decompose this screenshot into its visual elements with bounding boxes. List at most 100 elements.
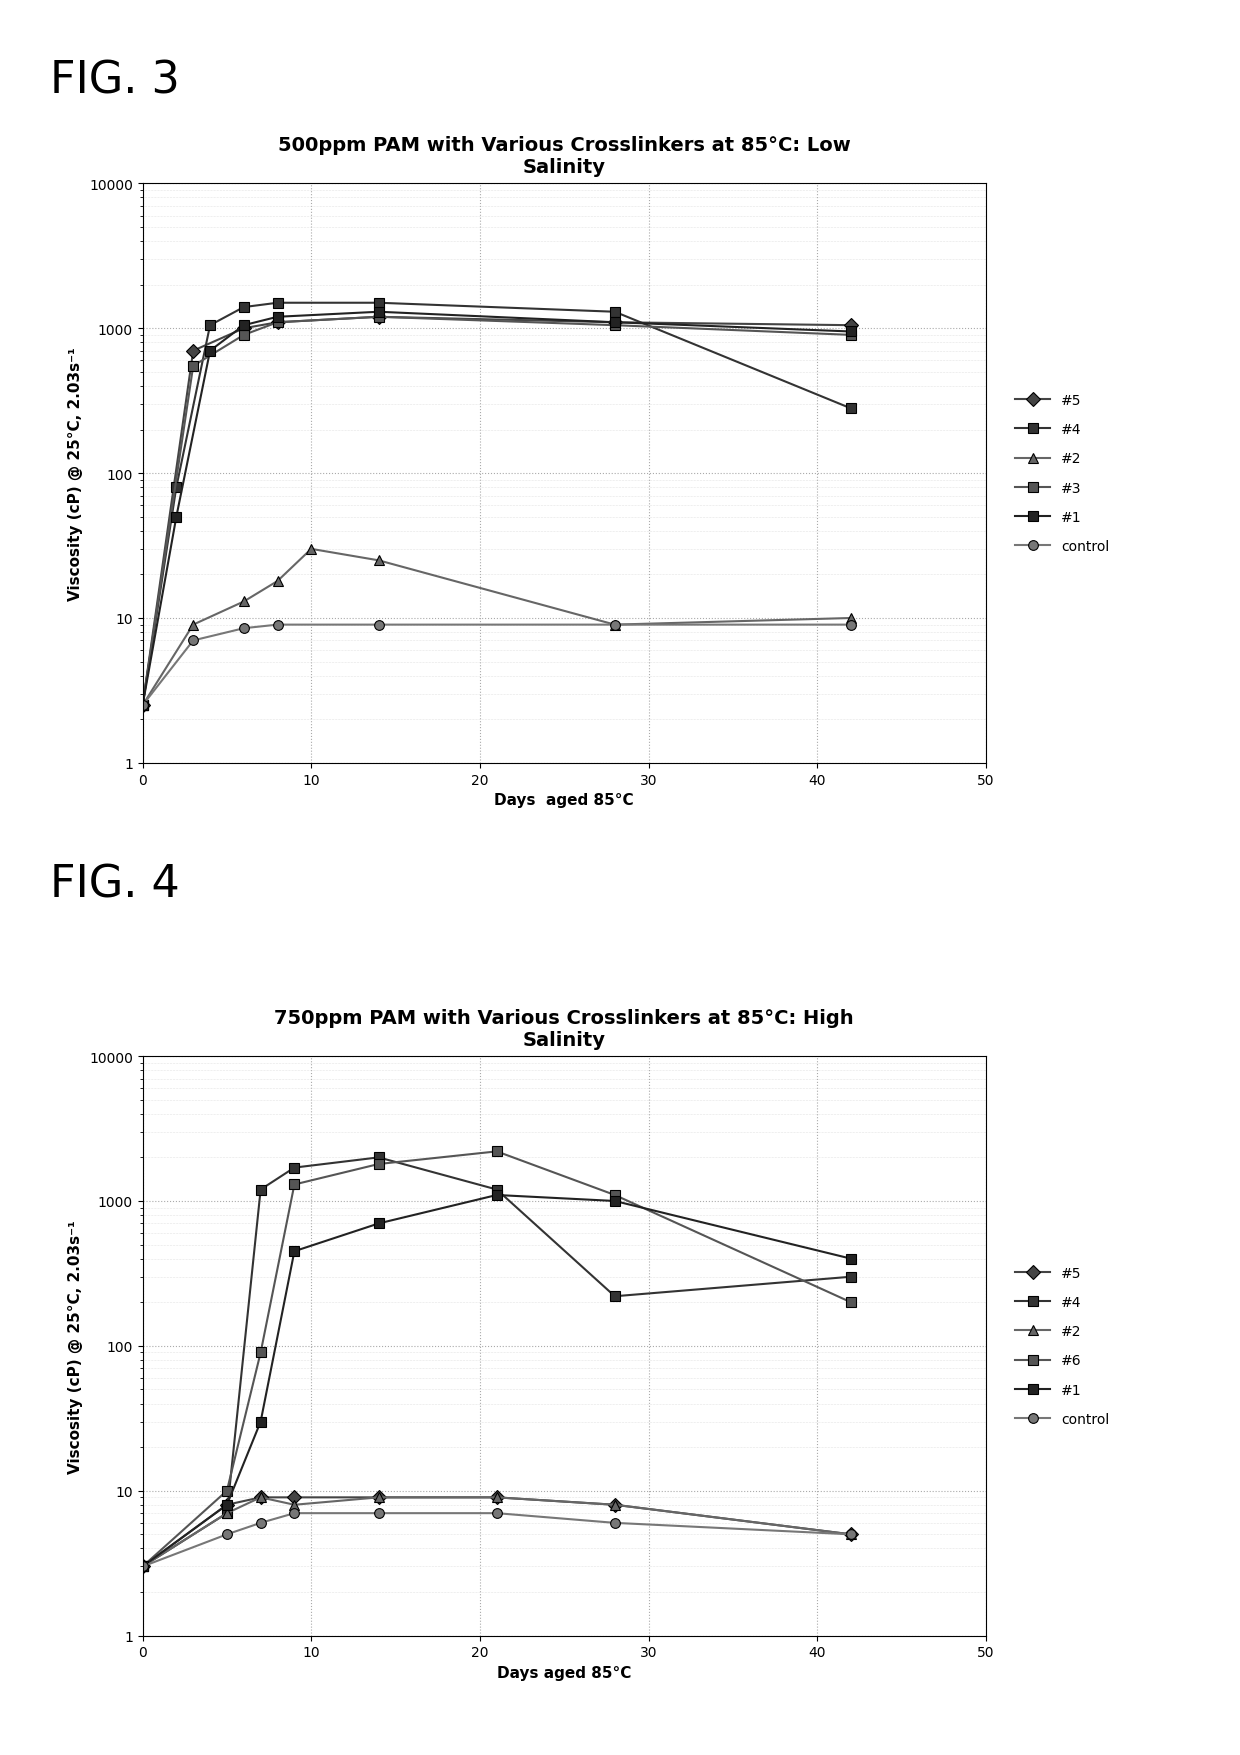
control	[270, 614, 285, 635]
#5	[608, 312, 622, 333]
#5	[843, 316, 858, 337]
#1	[270, 307, 285, 328]
#6	[135, 1557, 150, 1578]
#4	[270, 293, 285, 314]
#6	[490, 1141, 505, 1162]
#4	[371, 293, 386, 314]
#4	[286, 1157, 301, 1178]
#5	[135, 695, 150, 716]
Text: FIG. 3: FIG. 3	[50, 60, 180, 102]
control	[253, 1513, 268, 1534]
#1	[169, 507, 184, 528]
Line: #5: #5	[138, 312, 856, 711]
#2	[186, 614, 201, 635]
#1	[286, 1241, 301, 1262]
control	[237, 618, 252, 639]
#2	[490, 1486, 505, 1508]
#1	[253, 1411, 268, 1432]
Line: #6: #6	[138, 1146, 856, 1571]
Line: #4: #4	[138, 298, 856, 711]
#1	[135, 1557, 150, 1578]
control	[135, 1557, 150, 1578]
control	[490, 1502, 505, 1523]
#5	[237, 318, 252, 339]
#3	[135, 695, 150, 716]
#4	[169, 477, 184, 498]
#6	[253, 1343, 268, 1364]
#3	[843, 325, 858, 346]
control	[843, 1523, 858, 1544]
#3	[371, 307, 386, 328]
#5	[371, 1486, 386, 1508]
Line: #1: #1	[138, 1190, 856, 1571]
control	[371, 614, 386, 635]
Line: #1: #1	[138, 307, 856, 711]
#1	[371, 1213, 386, 1234]
#1	[135, 695, 150, 716]
#5	[253, 1486, 268, 1508]
#4	[237, 297, 252, 318]
#2	[270, 570, 285, 591]
#6	[843, 1292, 858, 1313]
#4	[135, 1557, 150, 1578]
Line: #3: #3	[138, 312, 856, 711]
#2	[135, 695, 150, 716]
#2	[304, 539, 319, 560]
#2	[371, 551, 386, 572]
#2	[371, 1486, 386, 1508]
#3	[270, 312, 285, 333]
#2	[843, 609, 858, 630]
Line: control: control	[138, 621, 856, 711]
#4	[253, 1179, 268, 1200]
#5	[286, 1486, 301, 1508]
#4	[490, 1179, 505, 1200]
#1	[371, 302, 386, 323]
#1	[608, 312, 622, 333]
#4	[135, 695, 150, 716]
#2	[219, 1502, 234, 1523]
#4	[608, 302, 622, 323]
#1	[237, 316, 252, 337]
Y-axis label: Viscosity (cP) @ 25°C, 2.03s⁻¹: Viscosity (cP) @ 25°C, 2.03s⁻¹	[68, 1220, 83, 1472]
#5	[371, 307, 386, 328]
control	[219, 1523, 234, 1544]
#5	[186, 340, 201, 362]
X-axis label: Days aged 85°C: Days aged 85°C	[497, 1665, 631, 1680]
Line: #2: #2	[138, 544, 856, 711]
Text: FIG. 4: FIG. 4	[50, 863, 180, 906]
Title: 750ppm PAM with Various Crosslinkers at 85°C: High
Salinity: 750ppm PAM with Various Crosslinkers at …	[274, 1009, 854, 1049]
control	[371, 1502, 386, 1523]
#4	[371, 1148, 386, 1169]
#1	[490, 1185, 505, 1206]
#5	[135, 1557, 150, 1578]
#5	[219, 1494, 234, 1515]
#5	[490, 1486, 505, 1508]
Legend: #5, #4, #2, #3, #1, control: #5, #4, #2, #3, #1, control	[1009, 388, 1115, 560]
Title: 500ppm PAM with Various Crosslinkers at 85°C: Low
Salinity: 500ppm PAM with Various Crosslinkers at …	[278, 137, 851, 177]
Y-axis label: Viscosity (cP) @ 25°C, 2.03s⁻¹: Viscosity (cP) @ 25°C, 2.03s⁻¹	[68, 347, 83, 600]
#1	[219, 1494, 234, 1515]
#2	[135, 1557, 150, 1578]
control	[186, 630, 201, 651]
#1	[843, 1248, 858, 1269]
#6	[219, 1481, 234, 1502]
control	[608, 1513, 622, 1534]
#2	[237, 591, 252, 612]
#3	[608, 316, 622, 337]
#4	[608, 1286, 622, 1307]
Line: #2: #2	[138, 1494, 856, 1571]
control	[608, 614, 622, 635]
#2	[608, 1494, 622, 1515]
#5	[270, 312, 285, 333]
#4	[843, 398, 858, 419]
#6	[608, 1185, 622, 1206]
#6	[371, 1153, 386, 1174]
control	[843, 614, 858, 635]
#1	[608, 1190, 622, 1211]
#4	[843, 1267, 858, 1288]
#4	[219, 1502, 234, 1523]
Line: #4: #4	[138, 1153, 856, 1571]
#4	[202, 316, 217, 337]
#6	[286, 1174, 301, 1195]
control	[135, 695, 150, 716]
